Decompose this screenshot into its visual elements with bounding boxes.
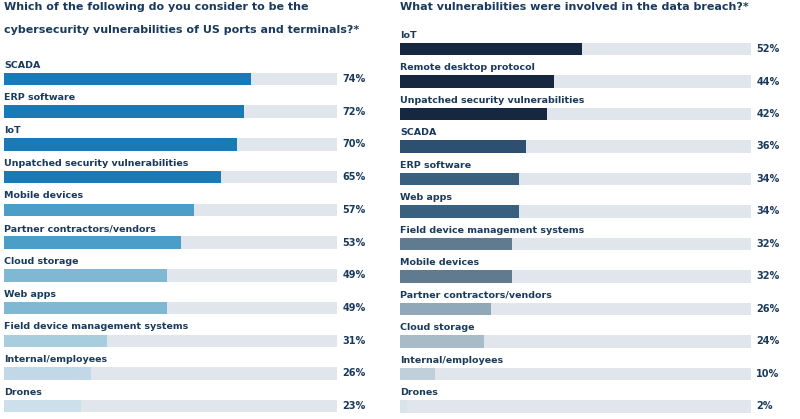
Text: 65%: 65% xyxy=(342,172,366,182)
Text: Internal/employees: Internal/employees xyxy=(4,355,107,364)
Bar xyxy=(4,236,181,249)
Text: 52%: 52% xyxy=(756,44,779,54)
Text: 26%: 26% xyxy=(756,304,779,314)
Bar xyxy=(400,400,407,412)
Text: Partner contractors/vendors: Partner contractors/vendors xyxy=(4,224,156,233)
Text: Web apps: Web apps xyxy=(4,290,56,299)
Text: Which of the following do you consider to be the: Which of the following do you consider t… xyxy=(4,2,309,12)
Bar xyxy=(4,269,167,282)
Text: 44%: 44% xyxy=(756,77,779,87)
Bar xyxy=(400,205,751,217)
Bar xyxy=(400,205,519,217)
Bar xyxy=(4,400,338,412)
Bar xyxy=(4,138,238,150)
Text: 26%: 26% xyxy=(342,368,366,378)
Bar xyxy=(4,302,338,314)
Text: cybersecurity vulnerabilities of US ports and terminals?*: cybersecurity vulnerabilities of US port… xyxy=(4,25,359,35)
Bar xyxy=(400,108,547,120)
Bar xyxy=(4,204,194,216)
Text: Remote desktop protocol: Remote desktop protocol xyxy=(400,63,535,72)
Bar xyxy=(400,270,751,282)
Bar xyxy=(4,334,338,347)
Text: Cloud storage: Cloud storage xyxy=(4,257,78,266)
Text: IoT: IoT xyxy=(400,31,417,40)
Bar xyxy=(400,75,554,88)
Text: 34%: 34% xyxy=(756,174,779,184)
Bar xyxy=(4,367,338,380)
Text: SCADA: SCADA xyxy=(400,128,436,137)
Text: What vulnerabilities were involved in the data breach?*: What vulnerabilities were involved in th… xyxy=(400,2,749,12)
Bar xyxy=(400,75,751,88)
Text: Mobile devices: Mobile devices xyxy=(4,191,83,201)
Text: Field device management systems: Field device management systems xyxy=(400,226,584,235)
Text: 42%: 42% xyxy=(756,109,779,119)
Text: 49%: 49% xyxy=(342,303,366,313)
Text: 24%: 24% xyxy=(756,336,779,347)
Text: Drones: Drones xyxy=(400,388,438,397)
Text: 74%: 74% xyxy=(342,74,366,84)
Text: 70%: 70% xyxy=(342,140,366,149)
Bar xyxy=(4,106,244,118)
Text: 53%: 53% xyxy=(342,238,366,248)
Bar xyxy=(4,138,338,150)
Text: SCADA: SCADA xyxy=(4,61,40,70)
Text: Partner contractors/vendors: Partner contractors/vendors xyxy=(400,291,552,300)
Bar xyxy=(4,72,250,85)
Bar xyxy=(4,171,221,184)
Bar xyxy=(400,303,491,315)
Text: Unpatched security vulnerabilities: Unpatched security vulnerabilities xyxy=(4,159,188,168)
Text: 31%: 31% xyxy=(342,336,366,346)
Bar xyxy=(400,238,751,250)
Text: Cloud storage: Cloud storage xyxy=(400,323,474,332)
Text: 36%: 36% xyxy=(756,142,779,152)
Bar xyxy=(4,334,107,347)
Text: ERP software: ERP software xyxy=(4,93,75,102)
Bar xyxy=(400,368,751,380)
Bar xyxy=(4,236,338,249)
Bar xyxy=(4,400,81,412)
Bar xyxy=(400,140,751,153)
Bar xyxy=(4,269,338,282)
Bar xyxy=(400,140,526,153)
Bar xyxy=(400,270,512,282)
Text: 2%: 2% xyxy=(756,401,773,411)
Text: Web apps: Web apps xyxy=(400,193,452,202)
Bar xyxy=(400,368,435,380)
Bar xyxy=(400,43,582,55)
Bar xyxy=(400,303,751,315)
Text: 32%: 32% xyxy=(756,272,779,282)
Bar xyxy=(400,108,751,120)
Bar xyxy=(4,367,90,380)
Text: Field device management systems: Field device management systems xyxy=(4,323,188,331)
Text: ERP software: ERP software xyxy=(400,161,471,170)
Text: 34%: 34% xyxy=(756,207,779,217)
Bar xyxy=(4,171,338,184)
Text: 32%: 32% xyxy=(756,239,779,249)
Bar xyxy=(4,204,338,216)
Text: 57%: 57% xyxy=(342,205,366,215)
Bar xyxy=(4,302,167,314)
Bar xyxy=(4,106,338,118)
Text: 10%: 10% xyxy=(756,369,779,379)
Bar xyxy=(400,335,484,347)
Text: IoT: IoT xyxy=(4,126,21,135)
Bar xyxy=(400,335,751,347)
Bar xyxy=(400,238,512,250)
Bar xyxy=(400,400,751,412)
Text: 49%: 49% xyxy=(342,270,366,280)
Bar xyxy=(4,72,338,85)
Bar xyxy=(400,173,751,185)
Text: Drones: Drones xyxy=(4,388,42,397)
Bar xyxy=(400,173,519,185)
Text: Internal/employees: Internal/employees xyxy=(400,356,503,365)
Text: 23%: 23% xyxy=(342,401,366,411)
Text: 72%: 72% xyxy=(342,106,366,116)
Text: Mobile devices: Mobile devices xyxy=(400,258,479,267)
Bar xyxy=(400,43,751,55)
Text: Unpatched security vulnerabilities: Unpatched security vulnerabilities xyxy=(400,96,584,105)
